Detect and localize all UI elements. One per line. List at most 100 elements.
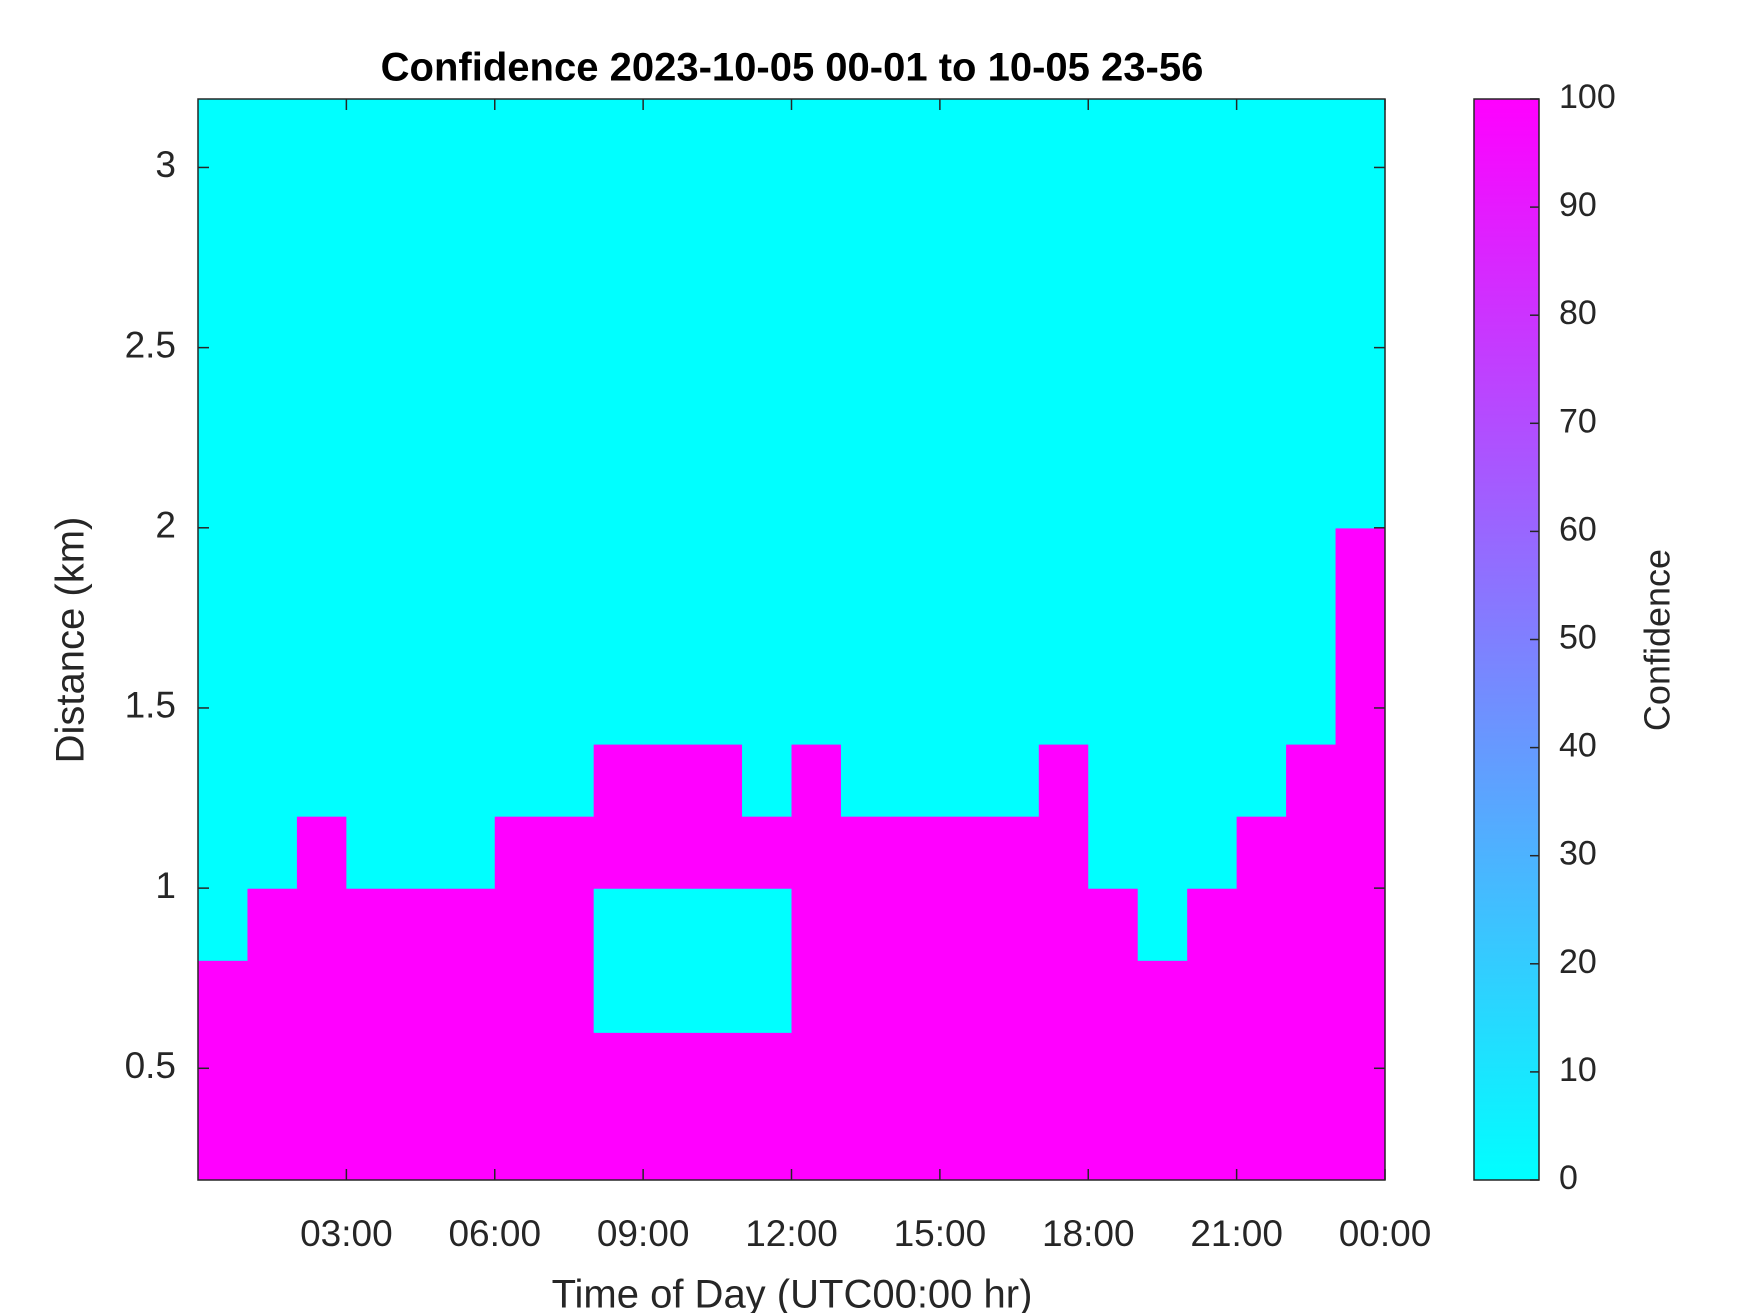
heatmap-cell [643,1104,694,1180]
heatmap-cell [791,1032,842,1105]
heatmap-cell [445,455,496,529]
heatmap-cell [643,816,694,889]
heatmap-cell [445,1032,496,1105]
heatmap-cell [1187,816,1238,889]
heatmap-cell [692,239,743,313]
heatmap-cell [445,599,496,673]
heatmap-cell [840,599,892,673]
heatmap-cell [840,239,892,313]
heatmap-cell [346,1104,397,1180]
heatmap-cell [692,671,743,745]
heatmap-cell [593,816,644,889]
heatmap-cell [840,816,892,889]
y-tick-label: 1 [155,865,176,906]
heatmap-cell [1236,383,1287,457]
heatmap-cell [296,1104,347,1180]
heatmap-cell [1286,671,1337,745]
heatmap-cell [1187,960,1238,1033]
heatmap-cell [1286,960,1337,1033]
colorbar-label: Confidence [1637,549,1678,731]
heatmap-cell [445,167,496,241]
heatmap-cell [198,527,249,601]
colorbar-tick-label: 0 [1559,1159,1578,1197]
heatmap-cell [445,527,496,601]
heatmap-cell [1088,743,1139,817]
heatmap-cell [247,167,298,241]
heatmap-cell [1187,599,1238,673]
heatmap-cell [643,743,694,817]
heatmap-cell [939,167,990,241]
heatmap-cell [742,167,793,241]
heatmap-cell [544,599,595,673]
heatmap-cell [494,311,545,385]
heatmap-cell [840,167,892,241]
heatmap-cell [198,239,249,313]
heatmap-cell [198,816,249,889]
heatmap-cell [593,383,644,457]
heatmap-cell [989,816,1040,889]
heatmap-cell [247,888,298,961]
heatmap-cell [1088,455,1139,529]
heatmap-cell [840,1104,892,1180]
heatmap-cell [692,527,743,601]
heatmap-cell [989,599,1040,673]
heatmap-cell [593,99,644,169]
heatmap-cell [395,239,446,313]
heatmap-cell [395,311,446,385]
colorbar-tick-label: 70 [1559,402,1597,440]
heatmap-cell [346,527,397,601]
heatmap-cell [1236,960,1287,1033]
heatmap-cell [445,671,496,745]
heatmap-cell [593,311,644,385]
heatmap-cell [1137,383,1188,457]
heatmap-cell [1088,527,1139,601]
heatmap-cell [1286,455,1337,529]
heatmap-cell [445,239,496,313]
heatmap-cell [1236,816,1287,889]
heatmap-cell [1038,527,1089,601]
heatmap-cell [1187,455,1238,529]
heatmap-cell [296,960,347,1033]
colorbar-tick-label: 30 [1559,835,1597,873]
heatmap-cell [840,383,892,457]
heatmap-cell [494,888,545,961]
heatmap-cell [1038,960,1089,1033]
heatmap-cell [593,527,644,601]
heatmap-cell [1137,239,1188,313]
chart-title: Confidence 2023-10-05 00-01 to 10-05 23-… [381,46,1204,90]
heatmap-cell [1038,599,1089,673]
heatmap-cell [1137,1032,1188,1105]
heatmap-cell [692,99,743,169]
heatmap-cell [840,311,892,385]
heatmap-cell [890,383,941,457]
heatmap-cell [247,1032,298,1105]
heatmap-cell [1038,311,1089,385]
heatmap-cell [742,1104,793,1180]
x-axis-label: Time of Day (UTC00:00 hr) [552,1273,1033,1313]
heatmap-cell [544,239,595,313]
heatmap-cell [890,599,941,673]
heatmap-cell [890,743,941,817]
heatmap-cell [1088,99,1139,169]
heatmap-cell [890,888,941,961]
heatmap-cell [939,599,990,673]
heatmap-cell [1038,671,1089,745]
heatmap-cell [890,239,941,313]
heatmap-cell [1335,960,1385,1033]
heatmap-cell [1088,599,1139,673]
heatmap-cell [296,99,347,169]
heatmap-cell [247,455,298,529]
heatmap-cell [296,167,347,241]
heatmap-cell [544,960,595,1033]
colorbar-tick-label: 10 [1559,1051,1597,1089]
heatmap-cell [1286,239,1337,313]
y-tick-label: 2.5 [125,324,176,365]
heatmap-cell [1335,527,1385,601]
heatmap-cell [840,527,892,601]
heatmap-cell [1137,671,1188,745]
heatmap-cell [742,383,793,457]
heatmap-cell [1335,888,1385,961]
heatmap-cell [989,888,1040,961]
x-tick-label: 12:00 [745,1213,838,1254]
